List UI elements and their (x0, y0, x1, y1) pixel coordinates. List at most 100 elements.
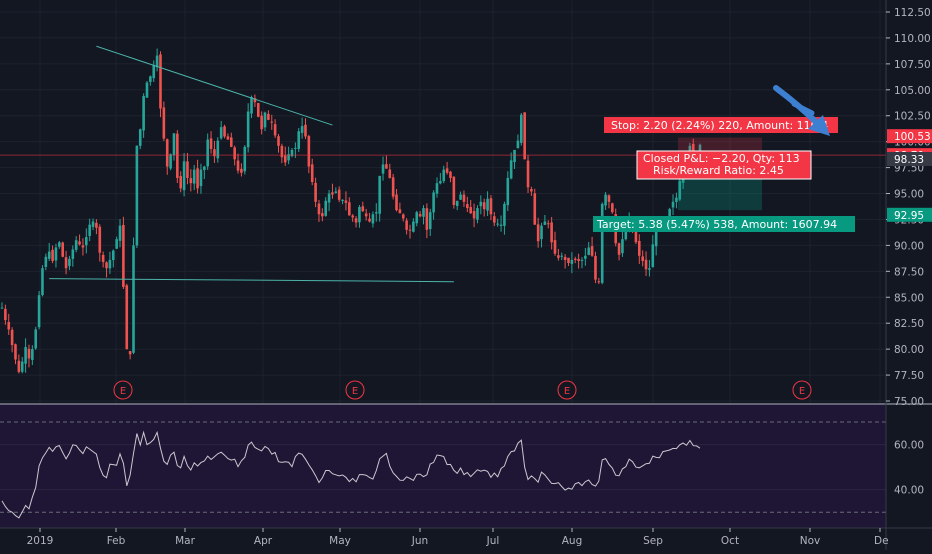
candle-body (462, 194, 466, 202)
trendline-resistance[interactable] (96, 45, 333, 126)
stop-label: Stop: 2.20 (2.24%) 220, Amount: 110.4 (611, 119, 828, 132)
candle-body (334, 191, 338, 193)
rsi-line (1, 430, 701, 519)
candle-body (68, 258, 71, 267)
candle-body (213, 149, 216, 157)
price-tick-label: 105.00 (894, 85, 931, 97)
candle-body (51, 249, 54, 261)
candle-body (118, 225, 122, 241)
candle-body (523, 112, 526, 160)
candle-body (530, 189, 533, 192)
candle-body (196, 168, 199, 189)
candle-body (459, 194, 462, 200)
trendline-support[interactable] (49, 278, 454, 283)
candle-body (493, 216, 496, 223)
candle-body (509, 160, 513, 179)
candle-body (152, 64, 156, 79)
candle-body (573, 258, 577, 260)
candle-body (381, 164, 385, 174)
candle-body (597, 281, 601, 283)
candle-body (590, 246, 594, 256)
candle-body (489, 198, 493, 215)
candle-body (691, 143, 695, 157)
candle-body (307, 136, 311, 167)
candle-body (435, 183, 439, 194)
candle-body (105, 262, 108, 269)
arrow-annotation[interactable] (773, 85, 830, 136)
stop-label-box (604, 117, 838, 133)
candle-body (98, 226, 102, 253)
candle-body (317, 203, 321, 215)
earnings-marker[interactable] (113, 380, 133, 400)
rsi-tick-label: 40.00 (894, 485, 924, 497)
arrow-stroke[interactable] (791, 101, 815, 116)
candle-body (20, 361, 24, 372)
candle-body (58, 242, 61, 247)
candle-body (344, 200, 348, 203)
candle-body (432, 192, 435, 213)
rsi-panel (0, 403, 932, 528)
candle-body (479, 201, 483, 207)
candle-body (216, 140, 220, 159)
arrow-head-icon[interactable] (808, 115, 830, 136)
candle-body (516, 140, 520, 149)
candle-body (428, 212, 432, 230)
candle-body (7, 322, 11, 330)
rsi-series (1, 430, 701, 519)
candle-body (78, 241, 81, 245)
price-marker-label: 98.33 (894, 154, 924, 166)
candle-body (61, 242, 64, 257)
candle-body (546, 223, 550, 225)
earnings-marker[interactable] (345, 380, 365, 400)
candle-body (648, 268, 651, 270)
candle-body (327, 193, 331, 203)
candle-body (442, 169, 446, 182)
candle-body (621, 239, 624, 254)
time-tick-label: Jul (486, 535, 500, 547)
candle-body (641, 256, 644, 261)
candle-body (422, 208, 425, 217)
candle-body (142, 96, 145, 131)
candle-body (280, 145, 284, 158)
candle-body (101, 254, 105, 262)
candle-body (408, 229, 412, 231)
candle-body (199, 169, 203, 187)
candle-body (611, 203, 614, 213)
candle-body (71, 249, 75, 259)
candle-body (159, 54, 162, 109)
candle-body (617, 243, 621, 255)
candle-body (331, 192, 334, 195)
candle-body (209, 138, 213, 149)
candle-body (253, 98, 257, 103)
candle-body (634, 231, 638, 243)
time-tick-label: Nov (800, 535, 821, 547)
candle-body (321, 213, 324, 217)
candle-body (233, 147, 236, 160)
price-marker-box (887, 207, 932, 222)
candle-body (388, 169, 392, 178)
candle-body (570, 259, 574, 264)
candle-body (439, 181, 442, 184)
candle-body (540, 225, 543, 240)
candle-body (135, 145, 139, 246)
candle-body (671, 201, 675, 208)
trendlines[interactable] (49, 45, 454, 283)
earnings-marker[interactable] (557, 380, 577, 400)
price-tick-label: 107.50 (894, 59, 931, 71)
candle-body (678, 181, 682, 200)
candle-body (165, 139, 169, 167)
candle-body (84, 237, 88, 246)
candle-body (371, 214, 375, 224)
candle-body (37, 295, 41, 328)
candle-body (314, 182, 317, 202)
earnings-marker[interactable] (792, 380, 812, 400)
candle-body (486, 198, 489, 211)
ratio-label: Risk/Reward Ratio: 2.45 (653, 164, 784, 177)
candle-body (398, 209, 402, 214)
candle-body (24, 347, 27, 364)
time-tick-label: May (329, 535, 351, 547)
rsi-tick-label: 60.00 (894, 440, 924, 452)
candle-body (503, 203, 506, 226)
